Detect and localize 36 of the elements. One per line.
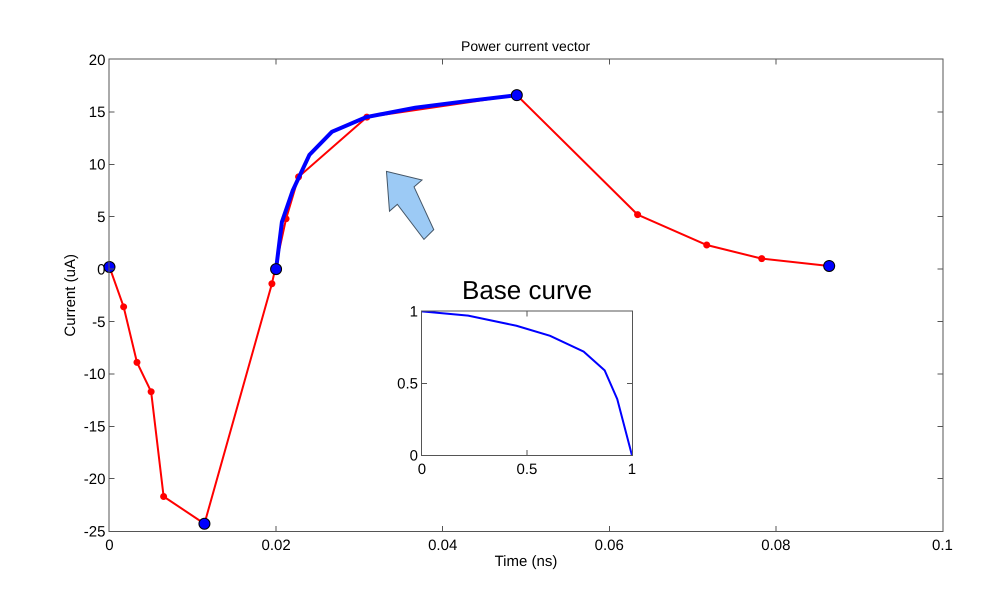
x-tick-label: 0.5 bbox=[516, 461, 538, 478]
y-tick-label: -25 bbox=[84, 523, 106, 540]
chart-title: Base curve bbox=[462, 275, 592, 305]
x-tick-label: 0.06 bbox=[594, 537, 624, 554]
y-tick-label: 5 bbox=[97, 208, 106, 226]
y-tick-label: 15 bbox=[88, 104, 106, 122]
y-tick-label: -15 bbox=[84, 418, 106, 436]
point bbox=[703, 242, 710, 249]
point bbox=[160, 493, 168, 500]
point bbox=[758, 255, 766, 262]
point bbox=[634, 211, 642, 218]
y-axis-title: Current (uA) bbox=[62, 254, 80, 337]
point bbox=[133, 358, 140, 366]
point bbox=[198, 518, 210, 530]
y-tick-label: -20 bbox=[84, 470, 106, 488]
y-tick-label: 0.5 bbox=[397, 376, 418, 393]
y-tick-label: 0 bbox=[410, 447, 418, 464]
y-tick-label: -5 bbox=[92, 314, 106, 331]
y-tick-label: -10 bbox=[84, 366, 106, 384]
x-tick-label: 0.1 bbox=[932, 537, 953, 554]
chart-title: Power current vector bbox=[461, 38, 590, 54]
point bbox=[268, 280, 276, 288]
x-tick-label: 0.08 bbox=[761, 537, 790, 554]
point bbox=[148, 388, 155, 396]
point bbox=[120, 303, 128, 310]
x-tick-label: 1 bbox=[628, 461, 636, 478]
point bbox=[270, 263, 282, 276]
x-axis-title: Time (ns) bbox=[494, 553, 558, 570]
x-tick-label: 0.02 bbox=[261, 537, 291, 554]
y-tick-label: 1 bbox=[410, 304, 418, 321]
point bbox=[823, 260, 836, 272]
line-series bbox=[422, 311, 632, 456]
point bbox=[510, 89, 523, 102]
y-tick-label: 10 bbox=[88, 156, 106, 174]
y-tick-label: 20 bbox=[88, 52, 106, 69]
x-tick-label: 0.04 bbox=[428, 537, 458, 554]
